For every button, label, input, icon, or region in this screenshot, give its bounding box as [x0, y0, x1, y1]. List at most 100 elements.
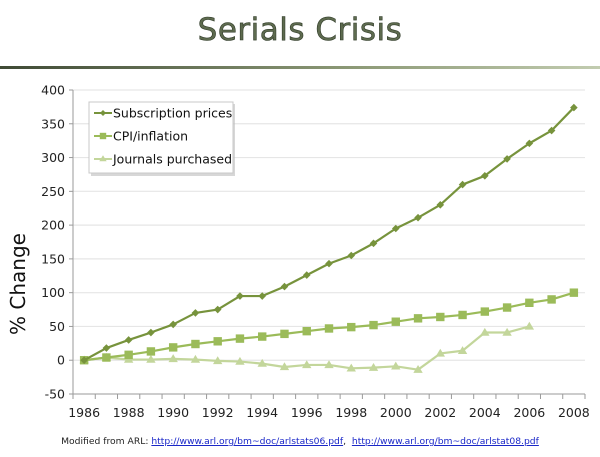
legend-item: CPI/inflation — [94, 129, 188, 144]
triangle-marker — [146, 354, 156, 363]
triangle-marker — [524, 321, 535, 330]
square-marker — [191, 339, 200, 349]
square-marker — [413, 314, 423, 323]
axes: -50 0 50 100 150 200 250 300 350 400 1986 1988 1990 1… — [41, 83, 590, 421]
legend-item: Subscription prices — [94, 106, 232, 121]
diamond-marker — [302, 271, 311, 279]
diamond-marker — [236, 292, 244, 300]
triangle-marker — [302, 360, 312, 369]
diamond-marker — [391, 224, 400, 233]
square-marker — [569, 288, 579, 297]
diamond-marker — [102, 344, 111, 352]
square-marker — [124, 350, 133, 360]
x-tick-label: 1996 — [291, 405, 323, 420]
diamond-marker — [280, 282, 289, 291]
diamond-marker — [147, 328, 155, 337]
x-tick-label: 2008 — [558, 405, 590, 420]
square-marker — [502, 303, 512, 312]
diamond-marker — [325, 259, 333, 268]
square-marker — [235, 334, 245, 343]
x-tick-label: 1990 — [157, 405, 189, 420]
y-tick-label: 250 — [41, 184, 65, 199]
y-tick-label: 100 — [41, 285, 65, 300]
source-footer: Modified from ARL: http://www.arl.org/bm… — [0, 436, 600, 447]
triangle-marker — [502, 327, 512, 336]
triangle-marker — [190, 354, 201, 363]
source-link-arlstats06[interactable]: http://www.arl.org/bm~doc/arlstats06.pdf — [151, 436, 344, 447]
x-tick-label: 2006 — [513, 405, 545, 420]
triangle-marker — [457, 346, 468, 354]
triangle-marker — [168, 354, 178, 363]
x-tick-label: 1986 — [68, 405, 100, 420]
y-tick-label: 0 — [57, 353, 65, 368]
diamond-marker — [191, 309, 200, 317]
legend-item: Journals purchased — [94, 152, 232, 167]
source-link-arlstat08[interactable]: http://www.arl.org/bm~doc/arlstat08.pdf — [351, 436, 539, 447]
line-chart: -50 0 50 100 150 200 250 300 350 400 1986 1988 1990 1… — [6, 83, 590, 421]
square-marker — [547, 295, 556, 304]
y-tick-label: 400 — [41, 83, 65, 98]
diamond-marker — [481, 171, 489, 180]
triangle-marker — [480, 327, 490, 336]
triangle-marker — [212, 356, 223, 365]
diamond-marker — [414, 213, 422, 222]
square-marker — [102, 353, 111, 362]
square-marker — [369, 320, 378, 330]
y-tick-label: 350 — [41, 116, 65, 131]
x-tick-label: 1988 — [113, 405, 145, 420]
legend-label: Journals purchased — [112, 152, 232, 167]
x-tick-label: 1992 — [202, 405, 234, 420]
series-cpi-inflation — [79, 288, 579, 365]
y-tick-label: 200 — [41, 218, 65, 233]
diamond-marker — [436, 201, 445, 209]
square-marker — [280, 329, 289, 339]
series-group — [79, 103, 579, 373]
square-marker — [302, 326, 311, 336]
legend-label: CPI/inflation — [113, 129, 188, 144]
diamond-marker — [258, 292, 267, 300]
y-tick-label: 300 — [41, 150, 65, 165]
triangle-marker — [99, 155, 107, 162]
diamond-marker — [169, 320, 177, 329]
x-tick-label: 2004 — [469, 405, 501, 420]
y-tick-label: 50 — [49, 319, 65, 334]
slide-title: Serials Crisis — [197, 12, 403, 49]
square-marker — [168, 343, 178, 352]
x-tick-label: 1994 — [246, 405, 278, 420]
triangle-marker — [346, 363, 356, 372]
y-tick-label: -50 — [45, 387, 65, 402]
triangle-marker — [257, 358, 267, 367]
title-divider — [0, 66, 600, 69]
diamond-marker — [547, 126, 556, 135]
square-marker — [391, 317, 400, 326]
diamond-marker — [369, 239, 378, 248]
legend: Subscription prices CPI/inflation Journals… — [88, 101, 235, 176]
square-marker — [324, 324, 334, 333]
diamond-marker — [347, 251, 356, 260]
square-marker — [458, 310, 467, 320]
triangle-marker — [435, 348, 446, 357]
y-tick-label: 150 — [41, 251, 65, 266]
diamond-marker — [570, 103, 578, 112]
triangle-marker — [235, 356, 245, 365]
triangle-marker — [279, 362, 290, 371]
legend-box — [88, 101, 234, 174]
x-tick-label: 2002 — [424, 405, 456, 420]
footer-prefix: Modified from ARL: — [61, 436, 152, 447]
y-axis-title: % Change — [6, 233, 30, 335]
diamond-marker — [124, 336, 133, 344]
triangle-marker — [391, 361, 401, 370]
footer-separator: , — [343, 436, 352, 447]
diamond-marker — [213, 305, 222, 314]
x-tick-label: 2000 — [380, 405, 412, 420]
square-marker — [436, 312, 445, 322]
diamond-marker — [80, 356, 88, 365]
legend-label: Subscription prices — [113, 106, 232, 121]
series-subscription-prices — [80, 103, 578, 365]
square-marker — [213, 337, 222, 346]
triangle-marker — [368, 362, 379, 371]
diamond-marker — [100, 110, 106, 116]
square-marker — [99, 132, 107, 140]
square-marker — [146, 347, 156, 356]
square-marker — [525, 298, 534, 307]
